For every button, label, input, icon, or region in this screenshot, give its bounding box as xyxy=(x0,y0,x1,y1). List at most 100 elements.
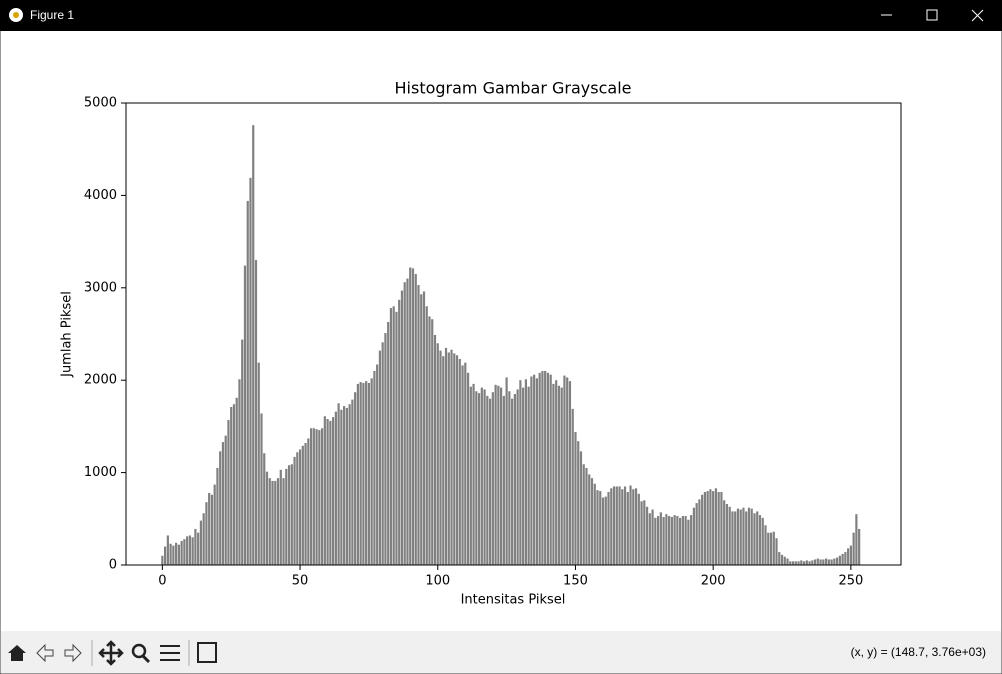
bar xyxy=(588,474,591,565)
bar xyxy=(538,372,541,565)
bar xyxy=(830,559,833,565)
bar xyxy=(734,511,737,565)
bar xyxy=(365,381,368,565)
bar xyxy=(527,386,530,565)
bar xyxy=(560,387,563,565)
save-button[interactable] xyxy=(197,642,217,663)
bar xyxy=(494,384,497,565)
bar xyxy=(431,319,434,565)
bar xyxy=(800,560,803,565)
bar xyxy=(585,467,588,565)
bar xyxy=(469,386,472,565)
bar xyxy=(723,500,726,565)
bar xyxy=(279,469,282,565)
bar xyxy=(797,561,800,565)
bar xyxy=(285,468,288,565)
bar xyxy=(359,382,362,565)
bar xyxy=(750,508,753,565)
x-tick-label: 150 xyxy=(563,574,588,589)
back-button[interactable] xyxy=(36,643,54,663)
bar xyxy=(411,268,415,565)
bar xyxy=(486,395,489,565)
bar xyxy=(634,488,638,565)
bar xyxy=(648,513,651,565)
y-tick-label: 4000 xyxy=(84,188,117,203)
bar xyxy=(403,282,406,565)
bar xyxy=(252,125,255,566)
configure-button[interactable] xyxy=(160,645,180,661)
bar xyxy=(604,496,607,565)
bar xyxy=(257,362,260,565)
bar xyxy=(502,395,505,565)
bar xyxy=(287,465,291,565)
bar xyxy=(535,378,539,565)
bar xyxy=(354,392,357,565)
bar xyxy=(461,365,464,565)
bar xyxy=(348,404,351,565)
bar xyxy=(805,560,808,565)
bar xyxy=(334,411,337,565)
home-button[interactable] xyxy=(8,645,26,661)
bar xyxy=(516,389,519,565)
bar xyxy=(849,545,852,565)
bar xyxy=(511,398,514,565)
bar xyxy=(643,500,646,565)
bar xyxy=(238,379,241,565)
bar xyxy=(376,364,379,565)
bar xyxy=(422,291,426,565)
bar xyxy=(442,356,445,565)
bar xyxy=(276,478,280,565)
bar xyxy=(400,290,404,565)
bar xyxy=(271,480,274,565)
bar xyxy=(640,501,643,565)
bar xyxy=(392,306,395,565)
forward-button[interactable] xyxy=(64,643,82,663)
x-tick-label: 50 xyxy=(292,574,309,589)
bar xyxy=(345,407,348,565)
bar xyxy=(610,488,613,565)
bar xyxy=(714,488,718,565)
bar xyxy=(477,393,481,565)
zoom-button[interactable] xyxy=(131,643,147,659)
bar xyxy=(290,464,293,565)
bar xyxy=(183,539,186,565)
bar xyxy=(841,553,844,565)
bar xyxy=(747,507,751,565)
bar xyxy=(780,554,784,565)
bar xyxy=(819,559,822,565)
bar xyxy=(615,486,618,565)
bar xyxy=(263,453,266,565)
bar xyxy=(500,387,503,565)
plot-frame xyxy=(125,102,902,566)
bar xyxy=(836,557,839,565)
bar xyxy=(265,471,269,565)
bar xyxy=(235,397,238,565)
bar xyxy=(701,494,704,565)
x-tick-label: 200 xyxy=(701,574,726,589)
bar xyxy=(395,311,398,565)
bar xyxy=(320,428,324,565)
pan-button[interactable] xyxy=(98,640,124,666)
bar xyxy=(706,491,709,565)
bar xyxy=(847,548,850,565)
bar xyxy=(188,535,191,565)
bar xyxy=(731,511,734,565)
bar xyxy=(684,516,687,565)
maximize-button[interactable] xyxy=(926,9,938,21)
bar xyxy=(274,480,277,565)
bar xyxy=(764,525,767,565)
bar xyxy=(323,416,326,565)
bar xyxy=(447,352,450,565)
bar xyxy=(367,382,371,565)
bar xyxy=(566,377,569,565)
bar xyxy=(307,438,310,565)
bar xyxy=(632,489,635,565)
bar xyxy=(827,559,830,565)
bar xyxy=(213,484,216,565)
bar xyxy=(695,503,698,565)
bar xyxy=(249,177,252,565)
bar xyxy=(298,449,302,565)
bar xyxy=(709,489,712,565)
bar xyxy=(216,467,219,565)
close-button[interactable] xyxy=(971,9,984,22)
